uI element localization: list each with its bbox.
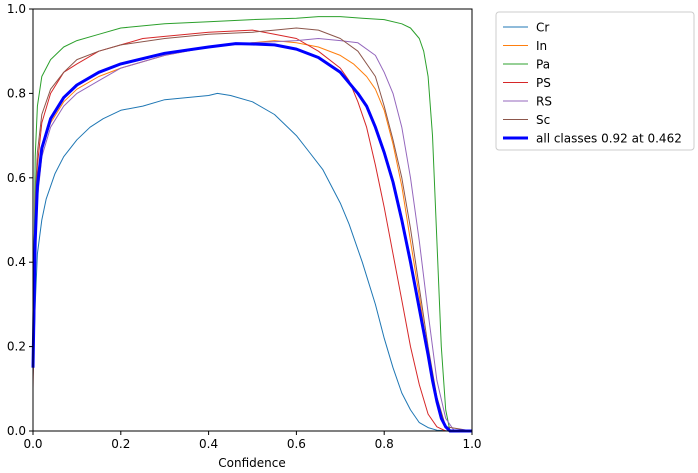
legend-label: Cr — [536, 21, 549, 35]
y-axis: 0.0 0.2 0.4 0.6 0.8 1.0 — [7, 2, 33, 438]
legend-label: Pa — [536, 58, 550, 72]
legend-label: all classes 0.92 at 0.462 — [536, 132, 682, 146]
legend-frame — [495, 11, 695, 151]
y-tick-label: 0.6 — [7, 171, 26, 185]
y-tick-label: 1.0 — [7, 2, 26, 16]
legend-label: Sc — [536, 113, 550, 127]
y-tick-label: 0.8 — [7, 86, 26, 100]
series-layer — [31, 16, 473, 433]
legend: Cr In Pa PS RS Sc all classes 0.92 at 0.462 — [495, 11, 695, 151]
legend-label: RS — [536, 95, 552, 109]
y-tick-label: 0.2 — [7, 340, 26, 354]
legend-label: In — [536, 39, 547, 53]
plot-frame — [32, 8, 473, 432]
plot-background — [33, 9, 472, 431]
x-tick-label: 0.2 — [111, 437, 130, 451]
x-axis: 0.0 0.2 0.4 0.6 0.8 1.0 — [23, 431, 482, 451]
series-line-all — [31, 42, 472, 433]
series-line-rs — [32, 38, 472, 432]
series-line-pa — [32, 16, 472, 432]
series-line-sc — [32, 27, 473, 432]
y-tick-label: 0.0 — [7, 424, 26, 438]
y-tick-label: 0.4 — [7, 255, 26, 269]
x-tick-label: 0.0 — [23, 437, 42, 451]
x-tick-label: 0.4 — [199, 437, 218, 451]
x-tick-label: 0.6 — [287, 437, 306, 451]
x-tick-label: 0.8 — [375, 437, 394, 451]
x-tick-label: 1.0 — [462, 437, 481, 451]
x-axis-label: Confidence — [218, 456, 285, 470]
legend-label: PS — [536, 76, 551, 90]
series-line-cr — [32, 92, 472, 432]
